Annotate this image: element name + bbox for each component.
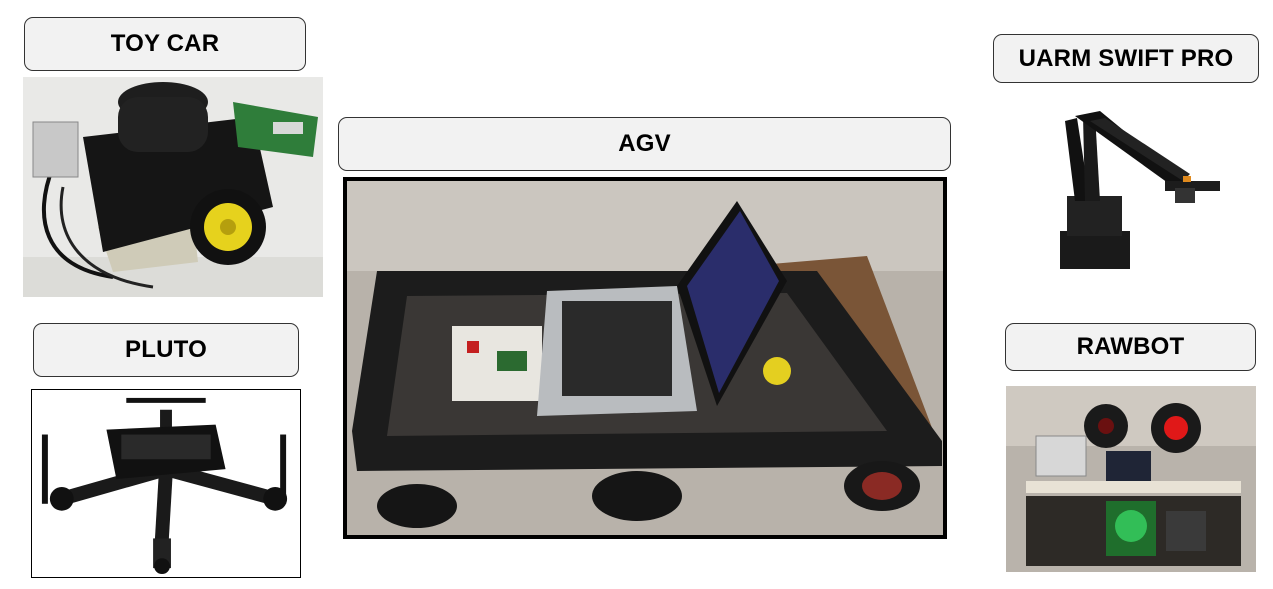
pluto-label: PLUTO <box>33 323 299 377</box>
rawbot-label: RAWBOT <box>1005 323 1256 371</box>
agv-photo <box>343 177 947 539</box>
rawbot-photo <box>1006 386 1256 572</box>
toy-car-photo <box>23 77 323 297</box>
agv-label: AGV <box>338 117 951 171</box>
toy-car-label: TOY CAR <box>24 17 306 71</box>
uarm-swift-pro-photo <box>1055 106 1225 272</box>
pluto-drone-photo <box>31 389 301 578</box>
uarm-swift-pro-label: UARM SWIFT PRO <box>993 34 1259 83</box>
